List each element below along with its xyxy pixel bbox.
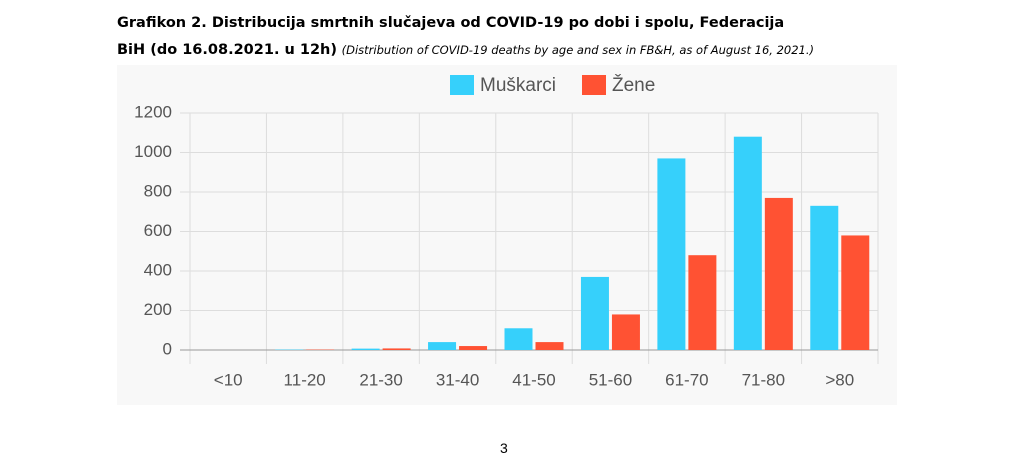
bar (428, 342, 457, 350)
bar (580, 276, 609, 350)
y-tick-label: 1000 (134, 142, 172, 161)
bar (382, 348, 411, 350)
x-tick-label: 51-60 (589, 370, 632, 389)
x-tick-label: 61-70 (665, 370, 708, 389)
bar (504, 328, 533, 350)
bar (688, 255, 717, 350)
y-tick-label: 200 (144, 300, 172, 319)
bar (657, 158, 686, 350)
x-tick-label: 31-40 (436, 370, 479, 389)
page-number: 3 (500, 440, 508, 456)
x-tick-label: <10 (214, 370, 243, 389)
x-tick-label: 21-30 (359, 370, 402, 389)
x-tick-label: 71-80 (742, 370, 785, 389)
y-tick-label: 400 (144, 260, 172, 279)
bar (611, 314, 640, 350)
bar (810, 205, 839, 350)
x-tick-label: 11-20 (284, 370, 326, 389)
legend-label: Žene (612, 74, 655, 96)
bar (535, 342, 564, 350)
legend-swatch (450, 75, 474, 95)
x-tick-label: >80 (825, 370, 854, 389)
legend-label: Muškarci (480, 75, 556, 96)
bar (351, 348, 380, 350)
bar (841, 235, 870, 350)
bar (459, 346, 488, 350)
caption-title: Grafikon 2. Distribucija smrtnih slučaje… (117, 15, 785, 58)
y-tick-label: 1200 (134, 102, 172, 121)
caption-note: (Distribution of COVID-19 deaths by age … (341, 43, 815, 57)
caption: Grafikon 2. Distribucija smrtnih slučaje… (117, 10, 817, 64)
y-tick-label: 0 (163, 339, 172, 358)
y-tick-label: 600 (144, 221, 172, 240)
x-tick-label: 41-50 (512, 370, 555, 389)
bar (733, 136, 762, 350)
bar (764, 197, 793, 350)
y-tick-label: 800 (144, 181, 172, 200)
legend-swatch (582, 75, 606, 95)
